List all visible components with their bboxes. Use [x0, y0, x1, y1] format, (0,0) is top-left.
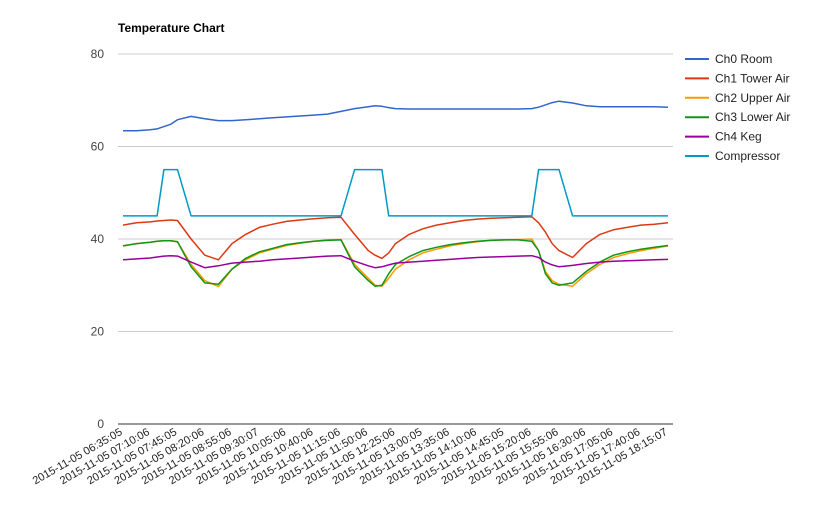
legend-label: Ch3 Lower Air: [715, 110, 790, 124]
series-lines: [122, 100, 669, 288]
y-axis: 0 20 40 60 80: [91, 47, 105, 431]
legend: Ch0 Room Ch1 Tower Air Ch2 Upper Air Ch3 Lo…: [685, 52, 790, 163]
series-line-ch0-room: [123, 100, 669, 132]
legend-label: Ch0 Room: [715, 52, 772, 66]
legend-label: Ch1 Tower Air: [715, 71, 789, 85]
series-line-ch3-lower-air: [122, 239, 669, 287]
legend-label: Ch2 Upper Air: [715, 91, 790, 105]
series-line-ch4-keg: [122, 254, 669, 269]
y-tick-label: 20: [91, 325, 105, 339]
legend-label: Compressor: [715, 149, 780, 163]
y-tick-label: 80: [91, 47, 105, 61]
legend-item: Ch1 Tower Air: [685, 71, 789, 85]
legend-item: Ch3 Lower Air: [685, 110, 790, 124]
legend-item: Ch0 Room: [685, 52, 772, 66]
y-tick-label: 60: [91, 140, 105, 154]
legend-item: Compressor: [685, 149, 780, 163]
legend-item: Ch4 Keg: [685, 130, 762, 144]
legend-label: Ch4 Keg: [715, 130, 762, 144]
y-tick-label: 0: [97, 417, 104, 431]
grid-lines: [118, 53, 673, 425]
series-line-ch1-tower-air: [122, 216, 669, 261]
legend-item: Ch2 Upper Air: [685, 91, 790, 105]
y-tick-label: 40: [91, 232, 105, 246]
chart-title: Temperature Chart: [118, 21, 224, 35]
series-line-compressor: [123, 168, 668, 217]
